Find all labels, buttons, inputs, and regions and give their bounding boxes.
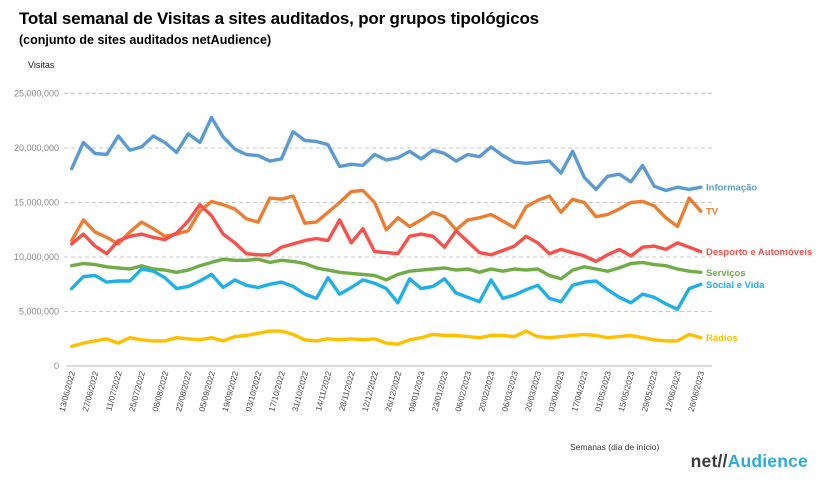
logo-text-audience: Audience	[727, 451, 808, 471]
x-tick-label: 01/05/2023	[593, 370, 614, 413]
x-tick-label: 12/12/2022	[360, 370, 381, 413]
logo-text-net: net//	[690, 451, 728, 471]
x-tick-label: 03/04/2023	[546, 370, 567, 413]
x-tick-label: 26/12/2022	[383, 370, 404, 413]
legend-label-desporto-automoveis: Desporto e Automóveis	[706, 247, 812, 258]
x-tick-label: 14/11/2022	[313, 370, 333, 412]
x-tick-label: 17/10/2022	[266, 370, 287, 413]
legend-label-servicos: Serviços	[706, 268, 746, 279]
x-tick-label: 31/10/2022	[290, 370, 311, 413]
y-tick-label: 15,000,000	[14, 198, 59, 208]
x-tick-label: 22/08/2022	[173, 370, 194, 413]
x-tick-label: 28/11/2022	[336, 370, 356, 412]
x-tick-label: 20/03/2023	[523, 370, 544, 413]
y-tick-label: 25,000,000	[14, 89, 59, 99]
x-tick-label: 13/06/2022	[57, 370, 78, 413]
netaudience-logo: net//Audience	[691, 451, 808, 472]
chart-subtitle: (conjunto de sites auditados netAudience…	[19, 33, 272, 47]
y-tick-label: 0	[54, 361, 59, 371]
series-line-desporto-automoveis	[69, 202, 703, 264]
x-tick-label: 17/04/2023	[569, 370, 590, 413]
series-line-servicos	[69, 257, 703, 282]
legend-label-radios: Rádios	[706, 333, 738, 344]
x-tick-label: 19/09/2022	[220, 370, 241, 413]
series-line-radios	[69, 329, 703, 349]
y-tick-label: 10,000,000	[14, 252, 59, 262]
x-tick-label: 26/06/2023	[686, 370, 707, 413]
x-tick-label: 23/01/2023	[430, 370, 451, 413]
x-tick-label: 06/03/2023	[499, 370, 520, 413]
legend-label-informacao: Informação	[706, 183, 757, 194]
x-tick-label: 25/07/2022	[127, 370, 148, 413]
series-line-informacao	[69, 115, 703, 193]
y-axis-title: Visitas	[28, 60, 55, 70]
x-tick-label: 11/07/2022	[103, 370, 123, 412]
x-tick-label: 09/01/2023	[406, 370, 427, 413]
x-tick-label: 27/06/2022	[80, 370, 101, 413]
x-tick-label: 29/05/2023	[639, 370, 660, 413]
x-tick-label: 03/10/2022	[243, 370, 264, 413]
x-tick-label: 15/05/2023	[616, 370, 637, 413]
chart-title: Total semanal de Visitas a sites auditad…	[19, 9, 539, 28]
legend-label-tv: TV	[706, 207, 719, 218]
y-tick-label: 20,000,000	[14, 143, 59, 153]
y-tick-label: 5,000,000	[19, 307, 59, 317]
series-line-social-vida	[69, 267, 703, 311]
x-axis-title: Semanas (dia de início)	[570, 442, 660, 452]
x-tick-label: 12/06/2023	[663, 370, 684, 413]
legend-label-social-vida: Social e Vida	[706, 280, 765, 291]
x-tick-label: 05/09/2022	[197, 370, 218, 413]
x-tick-label: 06/02/2023	[453, 370, 474, 413]
series-line-tv	[69, 188, 703, 246]
x-tick-label: 20/02/2023	[476, 370, 497, 413]
x-tick-label: 08/08/2022	[150, 370, 171, 413]
